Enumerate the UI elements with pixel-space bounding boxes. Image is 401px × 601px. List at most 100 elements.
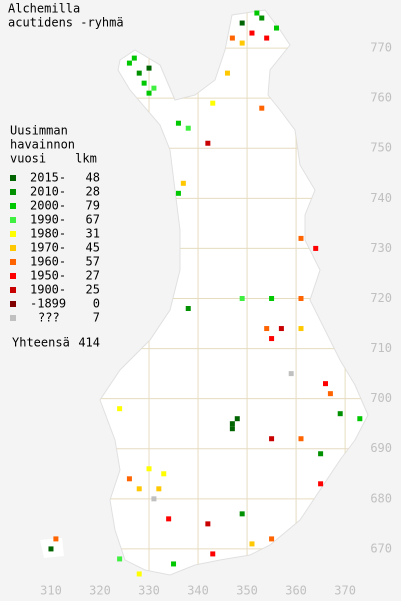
legend-swatch	[10, 175, 16, 181]
observation-square	[48, 546, 54, 552]
observation-square	[161, 471, 167, 477]
observation-square	[239, 295, 245, 301]
x-tick-label: 340	[187, 584, 209, 598]
observation-square	[259, 105, 265, 111]
total-count: 414	[78, 336, 100, 350]
y-tick-label: 680	[370, 491, 392, 505]
observation-square	[298, 436, 304, 442]
country-outline	[99, 9, 369, 576]
x-tick-label: 310	[40, 584, 62, 598]
title-line: Alchemilla	[8, 2, 80, 16]
observation-square	[298, 295, 304, 301]
observation-square	[141, 80, 147, 86]
observation-square	[131, 55, 137, 61]
x-tick-label: 330	[138, 584, 160, 598]
observation-square	[239, 511, 245, 517]
observations	[48, 10, 363, 577]
observation-square	[269, 536, 275, 542]
x-tick-label: 320	[89, 584, 111, 598]
y-tick-label: 750	[370, 141, 392, 155]
legend-count: 67	[86, 213, 100, 227]
observation-square	[239, 40, 245, 46]
y-tick-label: 690	[370, 441, 392, 455]
observation-square	[269, 436, 275, 442]
legend-swatch	[10, 259, 16, 265]
observation-square	[210, 551, 216, 557]
legend-count: 57	[86, 255, 100, 269]
legend-count: 0	[93, 297, 100, 311]
y-tick-label: 710	[370, 341, 392, 355]
y-tick-label: 770	[370, 41, 392, 55]
observation-square	[210, 100, 216, 106]
observation-square	[180, 180, 186, 186]
legend-count: 48	[86, 171, 100, 185]
legend-swatch	[10, 315, 16, 321]
legend-swatch	[10, 189, 16, 195]
legend-swatch	[10, 203, 16, 209]
legend-count: 45	[86, 241, 100, 255]
legend-count: 27	[86, 269, 100, 283]
legend-swatch	[10, 231, 16, 237]
observation-square	[126, 60, 132, 66]
observation-square	[264, 35, 270, 41]
observation-square	[234, 416, 240, 422]
legend-count: 79	[86, 199, 100, 213]
observation-square	[146, 90, 152, 96]
observation-square	[264, 326, 270, 332]
legend-label: ???	[38, 311, 60, 325]
observation-square	[205, 521, 211, 527]
legend-count-header: lkm	[75, 152, 97, 166]
legend-label: 1980-	[30, 227, 66, 241]
observation-square	[166, 516, 172, 522]
legend-count: 25	[86, 283, 100, 297]
observation-square	[151, 496, 157, 502]
observation-square	[117, 556, 123, 562]
observation-square	[249, 541, 255, 547]
legend-label: 2000-	[30, 199, 66, 213]
observation-square	[229, 426, 235, 432]
legend-heading: Uusimman	[10, 124, 68, 138]
legend-count: 7	[93, 311, 100, 325]
legend-label: 1950-	[30, 269, 66, 283]
observation-square	[146, 65, 152, 71]
legend-count: 28	[86, 185, 100, 199]
observation-square	[171, 561, 177, 567]
observation-square	[357, 416, 363, 422]
legend: Uusimman havainnon vuosi lkm 2015- 48 2010…	[10, 124, 100, 350]
observation-square	[288, 371, 294, 377]
x-tick-label: 370	[334, 584, 356, 598]
observation-square	[229, 35, 235, 41]
observation-square	[224, 70, 230, 76]
observation-square	[318, 451, 324, 457]
y-tick-label: 670	[370, 541, 392, 555]
observation-square	[278, 326, 284, 332]
legend-label: -1899	[30, 297, 66, 311]
x-tick-label: 360	[285, 584, 307, 598]
observation-square	[185, 125, 191, 131]
title-line: acutidens -ryhmä	[8, 16, 124, 30]
axis-labels: 310 320 330 340 350 360 3707707607507407307207…	[40, 41, 392, 598]
y-tick-label: 730	[370, 241, 392, 255]
observation-square	[298, 235, 304, 241]
legend-swatch	[10, 287, 16, 293]
legend-label: 1970-	[30, 241, 66, 255]
observation-square	[136, 571, 142, 577]
observation-square	[239, 20, 245, 26]
observation-square	[136, 486, 142, 492]
observation-square	[323, 381, 329, 387]
legend-label: 1900-	[30, 283, 66, 297]
legend-swatch	[10, 301, 16, 307]
legend-label: 2010-	[30, 185, 66, 199]
total-label: Yhteensä	[12, 336, 70, 350]
observation-square	[273, 25, 279, 31]
observation-square	[117, 406, 123, 412]
legend-swatch	[10, 273, 16, 279]
legend-swatch	[10, 217, 16, 223]
title: Alchemilla acutidens -ryhmä	[8, 2, 124, 30]
observation-square	[254, 10, 260, 16]
observation-square	[337, 411, 343, 417]
y-tick-label: 700	[370, 391, 392, 405]
y-tick-label: 740	[370, 191, 392, 205]
observation-square	[249, 30, 255, 36]
